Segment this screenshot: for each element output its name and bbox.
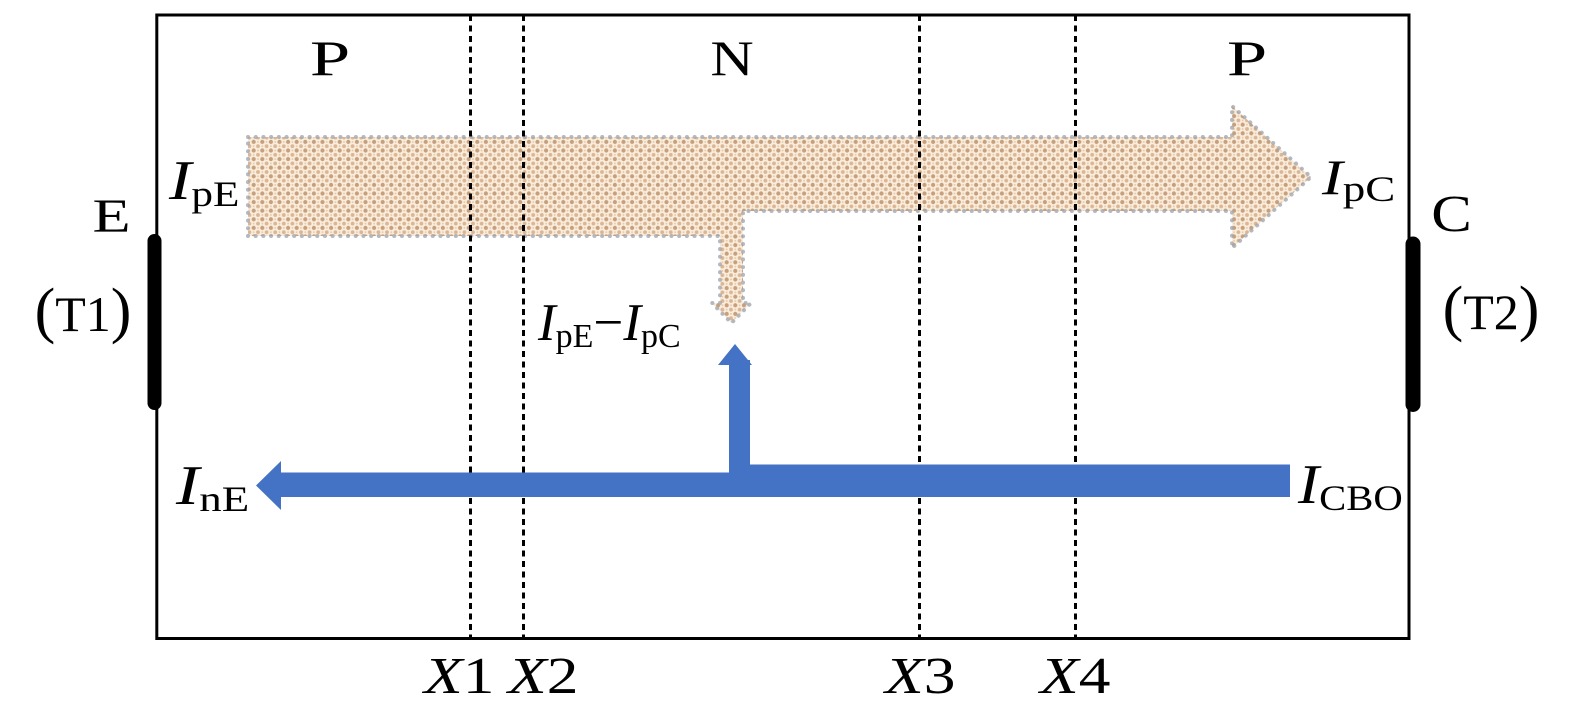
svg-text:(T2): (T2): [1443, 275, 1540, 343]
svg-text:X4: X4: [1038, 646, 1111, 704]
svg-text:C: C: [1431, 186, 1472, 243]
svg-text:InE: InE: [175, 455, 249, 519]
svg-text:IpC: IpC: [1321, 151, 1395, 209]
svg-text:P: P: [1227, 32, 1267, 87]
svg-text:(T1): (T1): [35, 277, 132, 345]
svg-text:IpE: IpE: [168, 150, 239, 214]
svg-text:IpE−IpC: IpE−IpC: [537, 294, 681, 355]
svg-text:X3: X3: [883, 646, 956, 704]
svg-text:N: N: [710, 31, 753, 86]
svg-text:X1: X1: [422, 646, 495, 704]
svg-text:ICBO: ICBO: [1297, 453, 1403, 518]
svg-text:X2: X2: [506, 646, 579, 704]
svg-text:E: E: [92, 190, 130, 243]
svg-text:P: P: [310, 32, 350, 87]
